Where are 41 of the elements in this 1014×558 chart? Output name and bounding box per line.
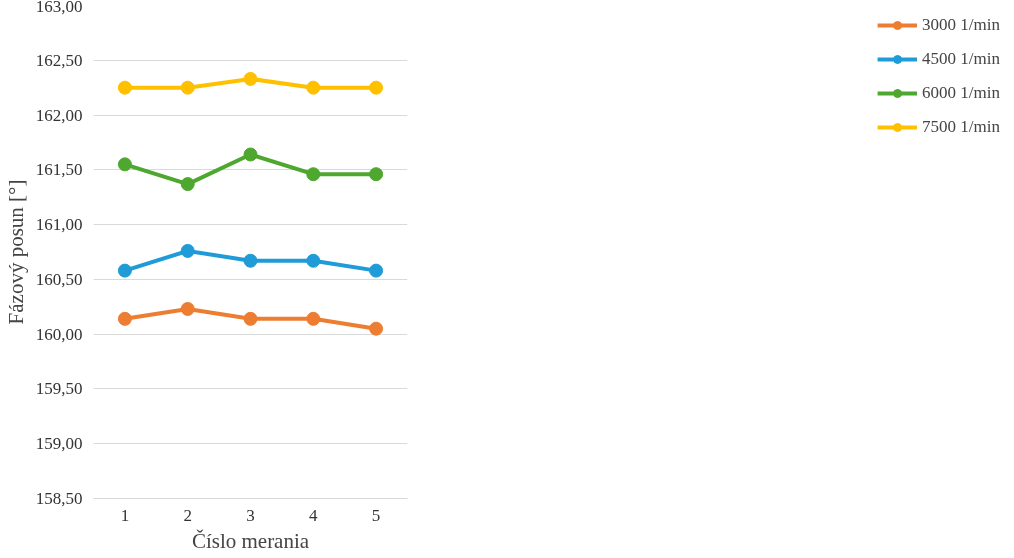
y-tick-label: 162,50: [35, 50, 83, 70]
point: [243, 71, 258, 86]
point: [243, 147, 258, 162]
y-axis-title: Fázový posun [°]: [3, 179, 28, 325]
y-tick-label: 161,50: [35, 160, 83, 180]
point: [369, 321, 384, 336]
x-axis-title: Číslo merania: [191, 528, 310, 553]
point: [306, 167, 321, 182]
y-tick-label: 161,00: [35, 215, 83, 235]
point: [306, 311, 321, 326]
legend-label: 7500 1/min: [922, 117, 1000, 137]
y-tick-label: 160,50: [35, 269, 83, 289]
point: [369, 80, 384, 95]
point: [180, 243, 195, 258]
x-tick-label: 2: [183, 505, 192, 525]
y-tick-label: 162,00: [35, 105, 83, 125]
point: [243, 311, 258, 326]
point: [306, 80, 321, 95]
x-tick-label: 4: [309, 505, 319, 525]
point: [180, 301, 195, 316]
point: [306, 253, 321, 268]
point: [117, 263, 132, 278]
point: [117, 157, 132, 172]
point: [369, 263, 384, 278]
y-tick-label: 163,00: [35, 0, 83, 16]
legend-label: 4500 1/min: [922, 49, 1000, 69]
point: [117, 311, 132, 326]
x-tick-label: 5: [371, 505, 381, 525]
legend-label: 6000 1/min: [922, 83, 1000, 103]
x-tick-label: 1: [120, 505, 130, 525]
y-tick-label: 158,50: [35, 489, 83, 508]
x-tick-label: 3: [246, 505, 255, 525]
y-tick-label: 160,00: [35, 324, 83, 344]
y-tick-label: 159,50: [35, 379, 83, 399]
point: [180, 80, 195, 95]
point: [180, 177, 195, 192]
legend-label: 3000 1/min: [922, 15, 1000, 35]
point: [117, 80, 132, 95]
point: [243, 253, 258, 268]
point: [369, 167, 384, 182]
y-tick-label: 159,00: [35, 434, 83, 454]
